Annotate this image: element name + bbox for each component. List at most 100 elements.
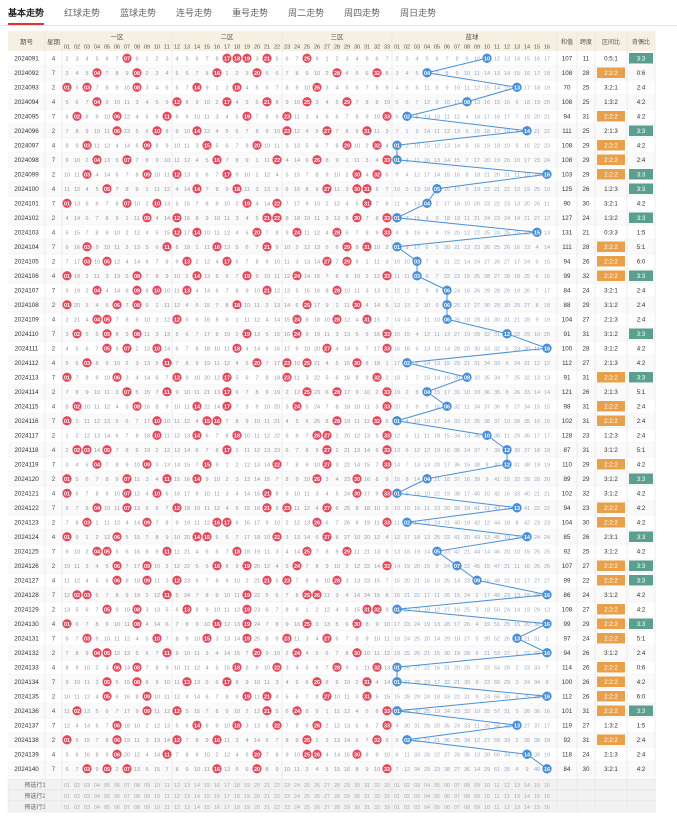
predict-blue-cell[interactable]: 09 xyxy=(474,805,480,811)
predict-blue-cell[interactable]: 12 xyxy=(504,794,510,800)
tab-8[interactable]: 周日走势 xyxy=(400,8,437,18)
predict-red-cell[interactable]: 15 xyxy=(204,794,210,800)
predict-blue-cell[interactable]: 06 xyxy=(444,783,450,789)
predict-red-cell[interactable]: 26 xyxy=(314,805,320,811)
tab-7[interactable]: 周四走势 xyxy=(344,8,381,18)
predict-red-cell[interactable]: 16 xyxy=(214,783,220,789)
predict-red-cell[interactable]: 14 xyxy=(194,794,200,800)
predict-red-cell[interactable]: 13 xyxy=(184,794,190,800)
predict-red-cell[interactable]: 25 xyxy=(304,783,310,789)
predict-red-cell[interactable]: 28 xyxy=(334,783,340,789)
predict-red-cell[interactable]: 06 xyxy=(114,805,120,811)
predict-blue-cell[interactable]: 01 xyxy=(394,805,400,811)
predict-red-cell[interactable]: 33 xyxy=(384,794,390,800)
predict-blue-cell[interactable]: 09 xyxy=(474,783,480,789)
predict-blue-cell[interactable]: 15 xyxy=(534,794,540,800)
predict-blue-cell[interactable]: 10 xyxy=(484,794,490,800)
predict-red-cell[interactable]: 06 xyxy=(114,783,120,789)
predict-red-cell[interactable]: 20 xyxy=(254,783,260,789)
predict-red-cell[interactable]: 29 xyxy=(344,783,350,789)
predict-red-cell[interactable]: 07 xyxy=(124,794,130,800)
predict-red-cell[interactable]: 27 xyxy=(324,805,330,811)
predict-red-cell[interactable]: 04 xyxy=(94,794,100,800)
predict-red-cell[interactable]: 29 xyxy=(344,794,350,800)
predict-blue-cell[interactable]: 08 xyxy=(464,794,470,800)
predict-red-cell[interactable]: 23 xyxy=(284,783,290,789)
predict-red-cell[interactable]: 12 xyxy=(174,805,180,811)
predict-red-cell[interactable]: 33 xyxy=(384,805,390,811)
predict-red-cell[interactable]: 27 xyxy=(324,783,330,789)
predict-red-cell[interactable]: 17 xyxy=(224,794,230,800)
predict-red-cell[interactable]: 01 xyxy=(64,794,70,800)
predict-red-cell[interactable]: 01 xyxy=(64,783,70,789)
predict-blue-cell[interactable]: 05 xyxy=(434,783,440,789)
predict-red-cell[interactable]: 19 xyxy=(244,794,250,800)
predict-blue-cell[interactable]: 01 xyxy=(394,783,400,789)
predict-red-cell[interactable]: 14 xyxy=(194,805,200,811)
predict-blue-cell[interactable]: 11 xyxy=(494,794,500,800)
predict-red-cell[interactable]: 32 xyxy=(374,783,380,789)
predict-red-cell[interactable]: 19 xyxy=(244,783,250,789)
predict-red-cell[interactable]: 26 xyxy=(314,794,320,800)
predict-blue-cell[interactable]: 16 xyxy=(544,783,550,789)
predict-red-cell[interactable]: 25 xyxy=(304,794,310,800)
predict-red-cell[interactable]: 12 xyxy=(174,783,180,789)
predict-blue-cell[interactable]: 16 xyxy=(544,794,550,800)
predict-red-cell[interactable]: 31 xyxy=(364,805,370,811)
predict-red-cell[interactable]: 33 xyxy=(384,783,390,789)
predict-red-cell[interactable]: 02 xyxy=(74,805,80,811)
predict-red-cell[interactable]: 09 xyxy=(144,805,150,811)
predict-red-cell[interactable]: 13 xyxy=(184,783,190,789)
predict-red-cell[interactable]: 08 xyxy=(134,805,140,811)
tab-3[interactable]: 蓝球走势 xyxy=(120,8,157,18)
predict-blue-cell[interactable]: 14 xyxy=(524,805,530,811)
predict-red-cell[interactable]: 05 xyxy=(104,805,110,811)
predict-red-cell[interactable]: 20 xyxy=(254,794,260,800)
predict-blue-cell[interactable]: 06 xyxy=(444,794,450,800)
predict-blue-cell[interactable]: 15 xyxy=(534,783,540,789)
predict-blue-cell[interactable]: 13 xyxy=(514,783,520,789)
predict-red-cell[interactable]: 05 xyxy=(104,783,110,789)
predict-blue-cell[interactable]: 14 xyxy=(524,783,530,789)
predict-red-cell[interactable]: 30 xyxy=(354,805,360,811)
predict-red-cell[interactable]: 02 xyxy=(74,794,80,800)
tab-5[interactable]: 重号走势 xyxy=(232,8,269,18)
predict-red-cell[interactable]: 03 xyxy=(84,794,90,800)
predict-blue-cell[interactable]: 03 xyxy=(414,805,420,811)
predict-red-cell[interactable]: 27 xyxy=(324,794,330,800)
predict-blue-cell[interactable]: 12 xyxy=(504,783,510,789)
predict-red-cell[interactable]: 18 xyxy=(234,783,240,789)
predict-red-cell[interactable]: 19 xyxy=(244,805,250,811)
predict-red-cell[interactable]: 22 xyxy=(274,783,280,789)
predict-red-cell[interactable]: 23 xyxy=(284,794,290,800)
predict-blue-cell[interactable]: 13 xyxy=(514,794,520,800)
predict-red-cell[interactable]: 29 xyxy=(344,805,350,811)
tab-1[interactable]: 基本走势 xyxy=(8,6,45,25)
predict-red-cell[interactable]: 28 xyxy=(334,794,340,800)
predict-red-cell[interactable]: 31 xyxy=(364,794,370,800)
predict-red-cell[interactable]: 10 xyxy=(154,805,160,811)
predict-blue-cell[interactable]: 04 xyxy=(424,783,430,789)
predict-red-cell[interactable]: 28 xyxy=(334,805,340,811)
predict-red-cell[interactable]: 23 xyxy=(284,805,290,811)
predict-red-cell[interactable]: 22 xyxy=(274,794,280,800)
tab-6[interactable]: 周二走势 xyxy=(288,8,325,18)
predict-red-cell[interactable]: 18 xyxy=(234,794,240,800)
predict-red-cell[interactable]: 15 xyxy=(204,783,210,789)
predict-blue-cell[interactable]: 06 xyxy=(444,805,450,811)
predict-red-cell[interactable]: 03 xyxy=(84,805,90,811)
predict-blue-cell[interactable]: 13 xyxy=(514,805,520,811)
predict-red-cell[interactable]: 16 xyxy=(214,805,220,811)
predict-blue-cell[interactable]: 07 xyxy=(454,794,460,800)
predict-red-cell[interactable]: 32 xyxy=(374,805,380,811)
predict-blue-cell[interactable]: 12 xyxy=(504,805,510,811)
predict-red-cell[interactable]: 14 xyxy=(194,783,200,789)
predict-blue-cell[interactable]: 02 xyxy=(404,783,410,789)
predict-red-cell[interactable]: 11 xyxy=(164,794,170,800)
predict-red-cell[interactable]: 09 xyxy=(144,783,150,789)
predict-blue-cell[interactable]: 02 xyxy=(404,805,410,811)
predict-red-cell[interactable]: 03 xyxy=(84,783,90,789)
predict-red-cell[interactable]: 04 xyxy=(94,805,100,811)
predict-red-cell[interactable]: 21 xyxy=(264,783,270,789)
predict-red-cell[interactable]: 24 xyxy=(294,783,300,789)
